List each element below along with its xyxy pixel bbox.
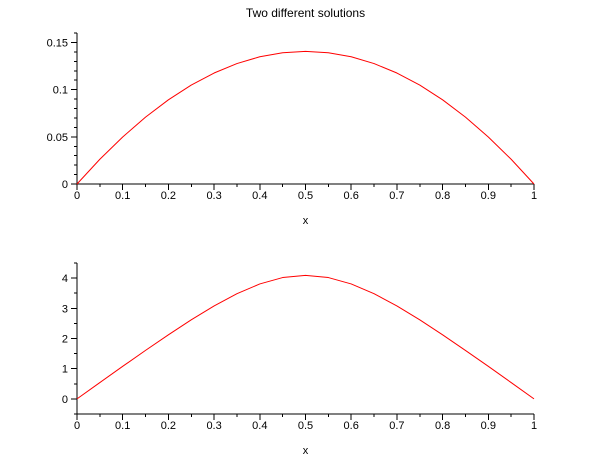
x-tick-label: 0: [74, 420, 80, 432]
x-tick-label: 0.4: [252, 190, 267, 202]
axes-group: [71, 32, 535, 190]
y-tick-label: 2: [62, 334, 68, 346]
x-tick-label: 0.9: [481, 420, 496, 432]
x-tick-label: 0.1: [115, 190, 130, 202]
x-tick-label: 0.1: [115, 420, 130, 432]
tick-labels-group: 0 0.1 0.2 0.3 0.4 0.5 0.6 0.7 0.8 0.9 1 0 1 2 3 4: [62, 273, 537, 432]
x-tick-label: 0.2: [161, 190, 176, 202]
x-tick-label: 0.8: [435, 190, 450, 202]
x-tick-label: 0.8: [435, 420, 450, 432]
x-tick-label: 1: [531, 190, 537, 202]
x-tick-label: 0.9: [481, 190, 496, 202]
axes-group: [71, 262, 535, 420]
tick-labels-group: 0 0.1 0.2 0.3 0.4 0.5 0.6 0.7 0.8 0.9 1 0 0.05 0.1 0.1…: [47, 37, 537, 202]
y-tick-label: 3: [62, 303, 68, 315]
y-tick-label: 0.15: [47, 37, 68, 49]
top-xaxis-label: x: [302, 215, 309, 227]
solution-curve: [76, 50, 535, 185]
top-subplot: 0 0.1 0.2 0.3 0.4 0.5 0.6 0.7 0.8 0.9 1 0 0.05 0.1 0.1…: [47, 32, 537, 202]
x-tick-label: 0.5: [298, 420, 313, 432]
solution-curve: [76, 274, 535, 400]
y-tick-label: 1: [62, 364, 68, 376]
y-tick-label: 0.1: [53, 85, 68, 97]
x-tick-label: 0.7: [389, 420, 404, 432]
y-tick-label: 0: [62, 179, 68, 191]
x-tick-label: 1: [531, 420, 537, 432]
x-tick-label: 0.2: [161, 420, 176, 432]
bottom-solution-chart: 0 0.1 0.2 0.3 0.4 0.5 0.6 0.7 0.8 0.9 1 0 1 2 3 4: [62, 262, 537, 432]
y-tick-label: 4: [62, 273, 68, 285]
x-tick-label: 0.6: [344, 420, 359, 432]
x-tick-label: 0.7: [389, 190, 404, 202]
x-tick-label: 0.5: [298, 190, 313, 202]
x-tick-label: 0.4: [252, 420, 267, 432]
x-tick-label: 0.3: [206, 420, 221, 432]
y-tick-label: 0: [62, 394, 68, 406]
top-solution-chart: 0 0.1 0.2 0.3 0.4 0.5 0.6 0.7 0.8 0.9 1 0 0.05 0.1 0.1…: [47, 32, 537, 202]
x-tick-label: 0: [74, 190, 80, 202]
bottom-subplot: 0 0.1 0.2 0.3 0.4 0.5 0.6 0.7 0.8 0.9 1 0 1 2 3 4: [0, 230, 610, 460]
bottom-xaxis-label: x: [302, 445, 309, 457]
x-tick-label: 0.3: [206, 190, 221, 202]
x-tick-label: 0.6: [344, 190, 359, 202]
y-tick-label: 0.05: [47, 132, 68, 144]
figure-title: Two different solutions: [245, 6, 366, 20]
